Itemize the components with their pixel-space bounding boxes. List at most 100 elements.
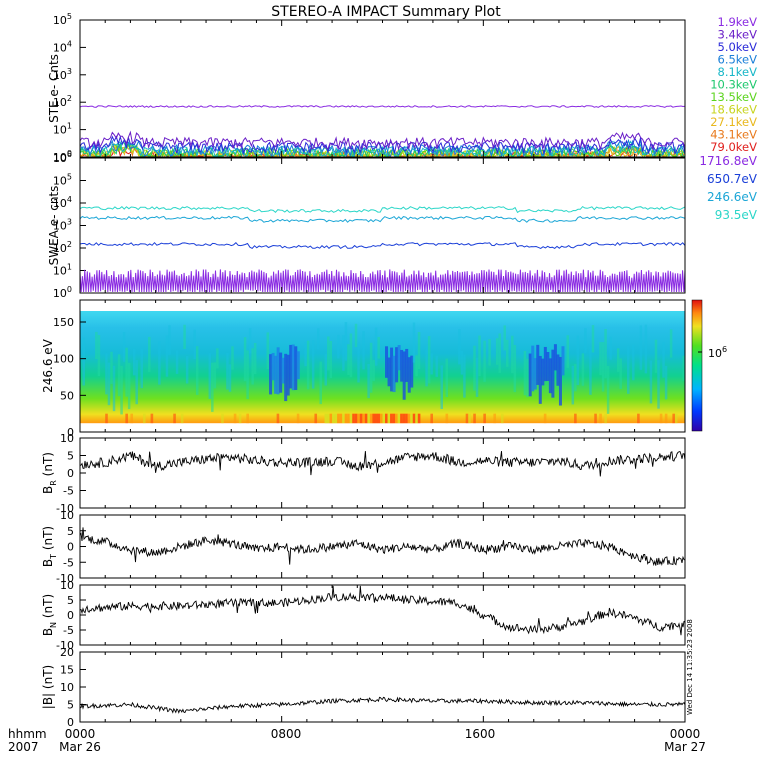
spec-cell [576, 335, 580, 386]
spec-ytick-label: 100 [53, 353, 74, 366]
spec-cell [460, 350, 464, 375]
spec-cell [541, 358, 545, 386]
ste-legend-10: 79.0keV [710, 140, 757, 154]
spec-cell [216, 348, 219, 369]
spec-cell [367, 363, 370, 399]
spec-cell [120, 365, 123, 415]
spec-cell [574, 413, 577, 424]
spec-cell [180, 413, 184, 424]
spec-cell [412, 413, 416, 424]
spec-cell [296, 351, 300, 380]
bt-series [79, 527, 686, 567]
spec-cell [483, 413, 486, 424]
spec-cell [619, 358, 622, 389]
spec-cell [284, 353, 288, 402]
spec-cell [221, 413, 224, 424]
spec-cell [291, 344, 295, 391]
spec-cell [107, 362, 111, 406]
br-series [79, 450, 686, 477]
spec-cell [165, 335, 169, 377]
spec-cell [140, 348, 143, 389]
spec-cell [289, 344, 293, 389]
spec-cell [427, 336, 431, 384]
spec-cell [253, 342, 257, 375]
bt-ytick-label: 10 [60, 509, 74, 522]
spec-cell [584, 328, 587, 354]
br-ytick-label: 5 [67, 450, 74, 463]
swea-series-0 [79, 269, 686, 293]
ste-series-1 [79, 130, 686, 151]
spec-cell [347, 413, 350, 424]
spec-cell [415, 413, 418, 424]
bmag-ytick-label: 5 [67, 699, 74, 712]
spec-cell [495, 338, 499, 365]
spec-cell [430, 413, 433, 424]
spec-cell [173, 413, 176, 424]
spec-cell [669, 329, 673, 358]
spec-cell [382, 413, 386, 424]
spec-cell [513, 344, 517, 393]
spec-cell [463, 354, 466, 398]
spec-cell [231, 346, 234, 370]
bmag-ytick-label: 20 [60, 646, 74, 659]
ste-legend-9: 43.1keV [710, 128, 757, 142]
spec-cell [445, 358, 449, 398]
spec-cell [228, 364, 232, 392]
spec-cell [367, 413, 370, 424]
spec-cell [458, 329, 461, 365]
spec-cell [319, 361, 322, 405]
bn-series [79, 585, 686, 636]
spec-cell [395, 347, 399, 383]
spec-cell [349, 333, 353, 378]
spec-heatmap [80, 311, 685, 424]
swea-ytick-label: 100 [53, 285, 72, 300]
spec-cell [369, 342, 373, 393]
br-frame [79, 437, 686, 509]
spec-cell [604, 329, 607, 379]
bmag-frame [79, 651, 686, 723]
ste-ytick-label: 104 [53, 39, 72, 54]
spec-cell [193, 329, 196, 360]
ste-legend-6: 13.5keV [710, 90, 757, 104]
swea-ytick-label: 101 [53, 263, 72, 278]
swea-series-2 [79, 215, 686, 223]
spec-cell [183, 324, 186, 350]
spec-cell [533, 358, 537, 390]
spec-cell [377, 413, 381, 424]
spec-cell [558, 356, 562, 406]
spec-cell [135, 360, 138, 405]
spec-cell [644, 324, 648, 374]
spec-cell [347, 344, 350, 376]
br-ytick-label: 10 [60, 432, 74, 445]
spec-cell [664, 365, 668, 400]
ste-legend-7: 18.6keV [710, 103, 757, 117]
spec-cell [213, 362, 217, 389]
spec-cell [362, 331, 365, 370]
spec-cell [276, 413, 280, 424]
spec-cell [574, 364, 577, 392]
spec-cell [339, 413, 343, 424]
bt-ylabel: BT (nT) [41, 526, 58, 567]
spec-cell [682, 355, 685, 381]
swea-legend-0: 1716.8eV [699, 154, 757, 168]
br-ytick-label: -5 [63, 485, 74, 498]
spec-cell [390, 347, 394, 392]
spec-cell [548, 358, 552, 394]
spec-cell [324, 413, 328, 424]
year-label: 2007 [8, 740, 39, 754]
spec-cell [314, 413, 318, 424]
spec-cell [125, 413, 128, 424]
bmag-ytick-label: 0 [67, 716, 74, 729]
bt-ytick-label: 5 [67, 525, 74, 538]
x-tick-1: 0800 [271, 727, 302, 741]
spec-cell [329, 413, 333, 424]
spec-ytick-label: 50 [60, 389, 74, 402]
ste-ylabel: STE e- Cnts [47, 54, 61, 123]
spec-cell [387, 413, 391, 424]
spec-cell [400, 349, 404, 382]
spec-cell [148, 336, 151, 372]
spec-cell [543, 346, 547, 382]
spec-cell [344, 322, 348, 361]
spec-cell [357, 413, 360, 424]
bt-ytick-label: 0 [67, 541, 74, 554]
